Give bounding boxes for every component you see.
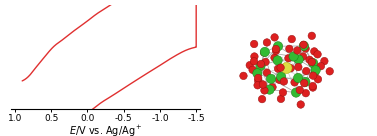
Circle shape <box>294 47 301 54</box>
Circle shape <box>251 53 258 60</box>
Circle shape <box>287 64 294 72</box>
Circle shape <box>277 64 284 71</box>
Circle shape <box>311 70 318 78</box>
Circle shape <box>253 69 262 78</box>
Circle shape <box>265 85 274 94</box>
Circle shape <box>308 32 316 40</box>
Circle shape <box>260 47 270 57</box>
Circle shape <box>314 51 321 58</box>
Circle shape <box>261 87 268 94</box>
Circle shape <box>263 39 271 46</box>
Circle shape <box>300 79 308 87</box>
Circle shape <box>314 75 322 83</box>
Circle shape <box>272 47 280 54</box>
Circle shape <box>311 48 318 55</box>
Circle shape <box>257 60 265 68</box>
Circle shape <box>274 65 282 72</box>
Circle shape <box>294 55 303 64</box>
Circle shape <box>250 58 258 65</box>
Circle shape <box>250 40 258 48</box>
Circle shape <box>326 68 334 75</box>
Circle shape <box>254 74 262 82</box>
Circle shape <box>280 78 288 85</box>
Circle shape <box>261 49 268 56</box>
Circle shape <box>310 72 317 79</box>
Circle shape <box>240 72 247 80</box>
Circle shape <box>308 58 318 68</box>
Circle shape <box>299 53 307 60</box>
Circle shape <box>300 41 307 48</box>
Circle shape <box>299 41 308 51</box>
Circle shape <box>246 61 253 69</box>
Circle shape <box>301 77 310 87</box>
Circle shape <box>272 45 280 53</box>
Circle shape <box>294 63 302 71</box>
Circle shape <box>254 81 261 89</box>
Circle shape <box>288 35 296 43</box>
Circle shape <box>297 101 305 108</box>
Circle shape <box>271 34 278 41</box>
Circle shape <box>296 86 303 94</box>
Circle shape <box>289 52 298 61</box>
Circle shape <box>285 55 292 62</box>
Circle shape <box>258 95 266 103</box>
Circle shape <box>309 82 316 90</box>
Circle shape <box>262 58 269 66</box>
Circle shape <box>291 88 301 97</box>
Circle shape <box>276 76 283 84</box>
Circle shape <box>317 62 325 70</box>
Circle shape <box>267 74 276 84</box>
X-axis label: $E$/V vs. Ag/Ag$^+$: $E$/V vs. Ag/Ag$^+$ <box>69 124 143 136</box>
Circle shape <box>306 56 313 64</box>
Circle shape <box>259 81 267 88</box>
Circle shape <box>291 79 298 86</box>
Circle shape <box>273 56 282 65</box>
Circle shape <box>277 95 285 103</box>
Circle shape <box>309 84 317 91</box>
Circle shape <box>254 77 262 84</box>
Circle shape <box>311 66 320 75</box>
Circle shape <box>263 69 271 76</box>
Circle shape <box>286 45 293 53</box>
Circle shape <box>249 66 256 74</box>
Circle shape <box>269 83 276 91</box>
Circle shape <box>293 73 303 83</box>
Circle shape <box>320 57 328 65</box>
Circle shape <box>302 45 310 52</box>
Circle shape <box>276 72 286 81</box>
Circle shape <box>308 58 316 66</box>
Circle shape <box>273 42 283 51</box>
Circle shape <box>279 89 287 96</box>
Circle shape <box>281 63 292 73</box>
Circle shape <box>256 61 265 71</box>
Circle shape <box>302 89 310 97</box>
Circle shape <box>302 67 310 75</box>
Circle shape <box>271 54 278 61</box>
